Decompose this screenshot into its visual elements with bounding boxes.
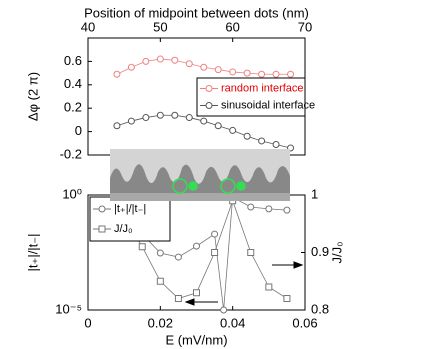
x-tick-label: 0 (84, 315, 91, 330)
point (200, 117, 208, 125)
point (229, 126, 237, 134)
y-tick-label: 0.2 (64, 100, 82, 115)
point (287, 70, 295, 78)
y2-tick-label: 1 (311, 186, 318, 201)
legend-label: |t₊|/|t₋| (114, 203, 146, 215)
legend-label: sinusoidal interface (221, 99, 315, 111)
point (247, 249, 255, 256)
point (113, 122, 121, 130)
point (127, 63, 135, 71)
point (258, 137, 266, 145)
y-axis-label: Δφ (2 π) (25, 72, 40, 121)
arrow-head (184, 298, 195, 306)
y-tick-label: 10⁰ (62, 186, 82, 201)
x-tick-label: 60 (225, 19, 239, 34)
x-tick-label: 40 (81, 19, 95, 34)
legend-box (196, 77, 306, 117)
point (243, 132, 251, 140)
y-tick-label: 0 (75, 123, 82, 138)
point (174, 295, 182, 302)
y-axis-label: |t₊|/|t₋| (25, 233, 40, 271)
dot (236, 181, 246, 191)
device-image (110, 149, 290, 201)
point (193, 242, 200, 250)
legend-marker (98, 225, 106, 233)
legend-marker (205, 85, 213, 92)
point (229, 68, 237, 76)
y2-axis-label: J/J₀ (329, 241, 344, 263)
x-tick-label: 70 (298, 19, 312, 34)
point (211, 230, 219, 238)
point (185, 114, 193, 122)
dot (188, 181, 198, 191)
point (142, 57, 150, 65)
y-tick-label: 0.4 (64, 76, 82, 91)
point (156, 55, 164, 63)
point (138, 243, 146, 251)
arrows (184, 261, 304, 306)
arrow-head (293, 261, 304, 269)
legend-label: J/J₀ (114, 223, 133, 235)
y2-tick-label: 0.9 (311, 244, 329, 259)
dot (172, 178, 188, 194)
x-tick-label: 0.02 (148, 315, 173, 330)
point (156, 111, 164, 119)
substrate (110, 193, 290, 201)
dot (220, 178, 236, 194)
point (171, 111, 179, 119)
point (247, 203, 255, 211)
point (193, 289, 200, 297)
point (211, 249, 219, 256)
point (272, 140, 280, 148)
legend-marker (98, 205, 106, 213)
point (174, 253, 182, 261)
point (142, 114, 150, 122)
point (265, 283, 273, 291)
point (283, 206, 291, 214)
legend-marker (205, 102, 213, 109)
point (272, 70, 280, 78)
point (214, 66, 222, 74)
point (113, 70, 121, 78)
point (156, 249, 164, 257)
point (265, 205, 273, 213)
legend-label: random interface (221, 82, 304, 94)
point (243, 69, 251, 77)
x-tick-label: 50 (153, 19, 167, 34)
y-tick-label: 0.6 (64, 53, 82, 68)
legend-box (89, 196, 171, 242)
point (185, 60, 193, 68)
point (200, 63, 208, 71)
point (214, 122, 222, 130)
y-tick-label: 10⁻⁵ (55, 301, 82, 316)
interface-profile (110, 164, 290, 201)
y-tick-label: -0.2 (60, 146, 82, 161)
point (156, 277, 164, 285)
x-axis-label: E (mV/nm) (165, 332, 227, 347)
y2-tick-label: 0.8 (311, 301, 329, 316)
x-tick-label: 0.04 (220, 315, 245, 330)
point (220, 306, 228, 314)
x-tick-label: 0.06 (292, 315, 317, 330)
point (283, 295, 291, 302)
point (127, 117, 135, 125)
point (258, 70, 266, 78)
dots (172, 178, 246, 194)
point (171, 56, 179, 64)
x-axis-title: Position of midpoint between dots (nm) (84, 5, 309, 20)
